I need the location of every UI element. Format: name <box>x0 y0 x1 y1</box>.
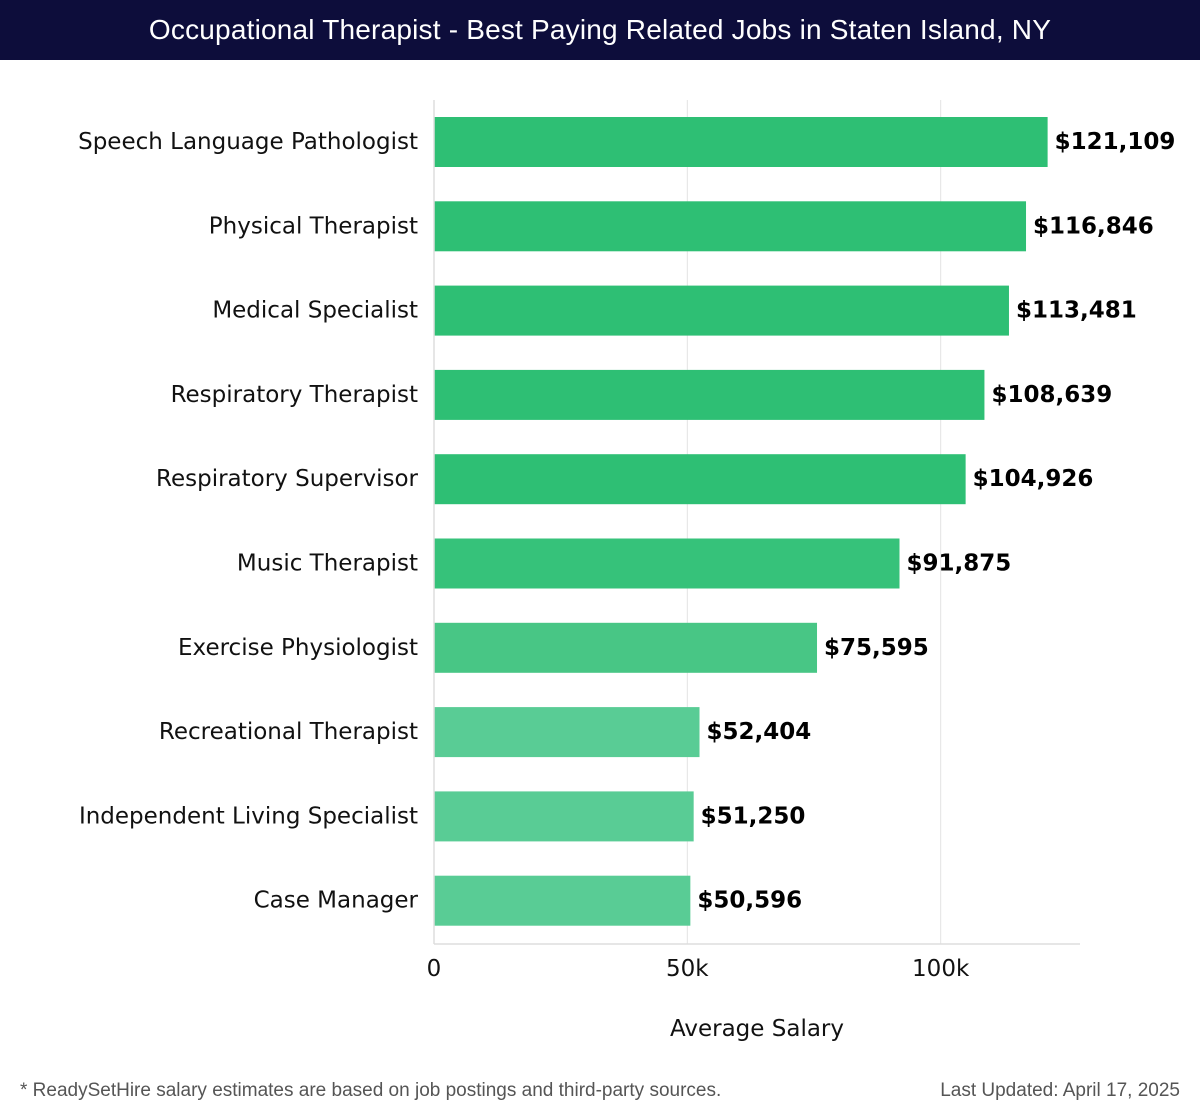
value-label: $50,596 <box>697 888 802 914</box>
x-tick-label: 100k <box>912 956 970 982</box>
category-label: Recreational Therapist <box>159 719 418 745</box>
x-tick-label: 50k <box>666 956 709 982</box>
value-label: $91,875 <box>907 551 1012 577</box>
value-label: $52,404 <box>707 719 812 745</box>
value-label: $104,926 <box>973 466 1094 492</box>
value-label: $113,481 <box>1016 298 1137 324</box>
value-label: $121,109 <box>1055 129 1176 155</box>
category-label: Exercise Physiologist <box>178 635 418 661</box>
value-label: $75,595 <box>824 635 929 661</box>
x-tick-label: 0 <box>427 956 442 982</box>
value-label: $116,846 <box>1033 213 1154 239</box>
bar <box>434 117 1048 167</box>
bar <box>434 875 691 926</box>
footer-note: * ReadySetHire salary estimates are base… <box>20 1080 722 1101</box>
bar <box>434 369 985 420</box>
category-label: Medical Specialist <box>212 298 418 324</box>
category-label: Respiratory Therapist <box>171 382 418 408</box>
salary-bar-chart: Speech Language Pathologist $121,109 Physi… <box>78 100 1176 1042</box>
bar <box>434 201 1027 252</box>
bar <box>434 622 818 673</box>
bar <box>434 454 966 505</box>
category-label: Physical Therapist <box>209 213 418 239</box>
bar <box>434 791 694 842</box>
value-label: $51,250 <box>701 803 806 829</box>
last-updated: Last Updated: April 17, 2025 <box>940 1080 1180 1101</box>
chart-title: Occupational Therapist - Best Paying Rel… <box>148 14 1052 45</box>
category-label: Speech Language Pathologist <box>78 129 418 155</box>
category-label: Case Manager <box>254 888 419 914</box>
bar <box>434 285 1009 336</box>
category-label: Music Therapist <box>237 551 418 577</box>
category-label: Independent Living Specialist <box>79 803 418 829</box>
value-label: $108,639 <box>991 382 1112 408</box>
category-label: Respiratory Supervisor <box>156 466 419 492</box>
bar <box>434 707 700 758</box>
x-axis-label: Average Salary <box>670 1016 844 1042</box>
chart-title-bar: Occupational Therapist - Best Paying Rel… <box>0 0 1200 60</box>
bar <box>434 538 900 589</box>
